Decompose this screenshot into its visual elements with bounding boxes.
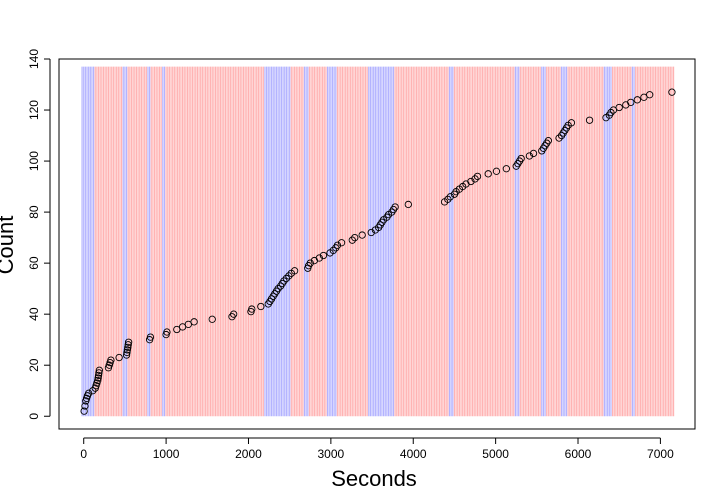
y-tick-label: 0 [27,413,41,420]
data-point [122,351,131,359]
data-point [290,267,299,275]
data-point [351,233,359,242]
data-point [627,98,635,107]
data-point [80,407,88,415]
data-point [115,353,123,362]
data-point [190,318,198,326]
y-tick-label: 60 [27,256,41,270]
data-point [81,402,89,410]
data-point [319,251,328,260]
data-point [274,285,282,293]
data-point [280,277,288,285]
y-axis-title: Count [0,216,18,275]
data-point [348,236,356,244]
data-point [502,165,510,173]
data-point [358,231,366,239]
data-point [633,96,641,104]
y-tick-label: 40 [27,307,41,321]
x-axis: 0 1000 2000 3000 4000 5000 6000 7000 [80,437,674,461]
data-point [94,376,102,385]
data-point [146,333,155,341]
data-point [124,338,133,346]
plot-frame [58,58,696,430]
data-point [94,371,103,380]
data-point [282,274,291,283]
data-point [471,175,479,183]
data-point [94,374,102,382]
data-point [124,341,132,349]
data-point [367,228,375,237]
data-point [446,193,454,201]
data-point [89,387,97,395]
data-point [668,88,676,96]
y-tick-label: 80 [27,205,41,219]
x-tick-label: 6000 [565,447,592,461]
data-point [329,246,337,255]
x-tick-label: 2000 [235,447,262,461]
x-tick-label: 4000 [400,447,427,461]
y-tick-label: 100 [27,151,41,171]
data-point [444,195,452,203]
data-point [525,152,534,160]
data-point [285,272,293,280]
x-axis-title: Seconds [331,466,417,491]
data-points [80,88,676,415]
data-point [333,241,342,249]
data-point [484,170,492,178]
data-point [467,177,475,186]
data-point [230,310,238,318]
data-point [248,305,256,313]
data-point [337,239,346,247]
data-point [95,369,103,377]
data-point [492,167,501,175]
data-point [529,149,538,158]
data-point [257,302,265,311]
data-point [585,116,594,124]
x-tick-label: 5000 [482,447,509,461]
data-point [124,343,132,351]
y-tick-label: 140 [27,49,41,69]
x-tick-label: 3000 [318,447,345,461]
data-point [123,346,132,354]
data-point [567,119,576,127]
y-axis: 0 20 40 60 80 100 120 140 [27,49,51,420]
x-tick-label: 7000 [647,447,674,461]
data-point [85,389,93,397]
background-stripes [81,66,675,417]
data-point [163,328,171,336]
data-point [306,259,314,267]
data-point [615,103,623,112]
data-point [555,134,563,142]
data-point [544,137,553,145]
data-point [315,254,323,262]
data-point [473,172,482,181]
y-tick-label: 120 [27,100,41,120]
x-tick-label: 0 [80,447,87,461]
x-tick-label: 1000 [153,447,180,461]
data-point [208,315,216,323]
data-point [107,356,115,364]
data-point [404,200,412,209]
data-point [123,348,131,357]
data-point [391,203,399,211]
data-point [517,154,525,163]
data-point [646,91,654,99]
data-point [607,108,615,117]
data-point [95,366,104,374]
y-tick-label: 20 [27,358,41,372]
